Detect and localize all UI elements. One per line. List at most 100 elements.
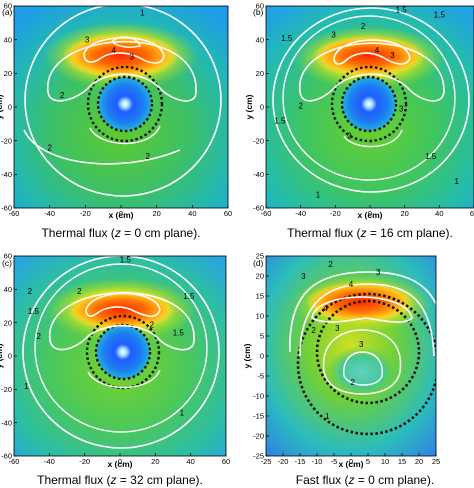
contour-label: 3 bbox=[399, 105, 404, 114]
contour-label: 1 bbox=[316, 191, 321, 200]
contour-label: 1 bbox=[454, 177, 459, 186]
panel-a: (a) -60 -40 -20 0 20 40 60 -60 -40 -20 0 20 40 60 x … bbox=[0, 2, 232, 240]
panel-b-label: (b) bbox=[253, 7, 264, 17]
y-tick-label: -40 bbox=[253, 170, 264, 179]
y-tick-label: -60 bbox=[253, 204, 264, 213]
y-tick-label: 10 bbox=[256, 312, 264, 321]
contour-label: 1.5 bbox=[274, 116, 286, 125]
contour-label: 2 bbox=[60, 91, 65, 100]
contour-label: 2 bbox=[77, 287, 82, 296]
x-tick-label: -15 bbox=[295, 457, 306, 466]
x-tick-label: -40 bbox=[44, 209, 55, 218]
y-tick-label: 20 bbox=[256, 69, 264, 78]
panel-c: (c) -60 -40 -20 0 20 40 60 -60 -40 -20 0 20 40 60 x … bbox=[0, 252, 230, 487]
y-tick-label: -60 bbox=[1, 452, 12, 461]
x-tick-label: 40 bbox=[435, 209, 443, 218]
contour-label: 4 bbox=[375, 46, 380, 55]
panel-b-heatmap bbox=[266, 6, 474, 208]
contour-label: 2 bbox=[311, 326, 316, 335]
y-tick-label: 25 bbox=[256, 252, 264, 261]
x-tick-label: -20 bbox=[80, 209, 91, 218]
contour-label: 4 bbox=[349, 280, 354, 289]
panel-c-yticks: -60 -40 -20 0 20 40 60 bbox=[1, 252, 17, 461]
panel-b-ylabel: y (cm) bbox=[244, 94, 254, 119]
x-tick-label: -40 bbox=[295, 209, 306, 218]
panel-d-heatmap bbox=[266, 256, 436, 456]
x-tick-label: 0 bbox=[349, 457, 353, 466]
contour-label: 3 bbox=[301, 272, 306, 281]
y-tick-label: 60 bbox=[4, 252, 12, 261]
x-tick-label: 60 bbox=[224, 209, 232, 218]
contour-label: 1.5 bbox=[120, 255, 132, 264]
contour-label: 2 bbox=[28, 287, 33, 296]
contour-label: 1.5 bbox=[28, 307, 40, 316]
y-tick-label: 60 bbox=[4, 2, 12, 11]
x-tick-label: -20 bbox=[330, 209, 341, 218]
panel-c-xlabel: x (cm) bbox=[107, 459, 132, 469]
contour-label: 2 bbox=[361, 22, 366, 31]
contour-label: 3 bbox=[359, 340, 364, 349]
panel-b: (b) -60 -40 -20 0 20 40 60 -60 -40 -20 0 20 40 60 x … bbox=[244, 2, 474, 240]
contour-label: 2 bbox=[37, 332, 42, 341]
panel-c-heatmap bbox=[14, 256, 226, 456]
x-tick-label: -20 bbox=[278, 457, 289, 466]
x-tick-label: 60 bbox=[470, 209, 474, 218]
y-tick-label: 0 bbox=[8, 103, 12, 112]
x-tick-label: 10 bbox=[381, 457, 389, 466]
panel-a-heatmap bbox=[14, 6, 228, 208]
x-tick-label: 60 bbox=[222, 457, 230, 466]
panel-d-xlabel: x (cm) bbox=[338, 459, 363, 469]
y-tick-label: -20 bbox=[253, 432, 264, 441]
x-tick-label: 0 bbox=[118, 457, 122, 466]
y-tick-label: -10 bbox=[253, 392, 264, 401]
contour-label: 2 bbox=[328, 260, 333, 269]
panel-c-caption: Thermal flux (z = 32 cm plane). bbox=[37, 473, 203, 487]
panel-a-yticks: -60 -40 -20 0 20 40 60 bbox=[1, 2, 17, 213]
y-tick-label: -20 bbox=[1, 136, 12, 145]
contour-label: 3 bbox=[331, 31, 336, 40]
y-tick-label: 40 bbox=[4, 285, 12, 294]
y-tick-label: 20 bbox=[256, 272, 264, 281]
panel-a-contour-labels: 3 4 3 2 2 2 1 bbox=[47, 9, 150, 161]
x-tick-label: -20 bbox=[79, 457, 90, 466]
x-tick-label: -60 bbox=[261, 209, 272, 218]
x-tick-label: 20 bbox=[415, 457, 423, 466]
panel-d-label: (d) bbox=[253, 258, 264, 268]
contour-label: 1.5 bbox=[425, 152, 437, 161]
x-tick-label: 25 bbox=[432, 457, 440, 466]
y-tick-label: 60 bbox=[256, 2, 264, 11]
contour-label: 1 bbox=[180, 409, 185, 418]
x-tick-label: 20 bbox=[151, 457, 159, 466]
y-tick-label: -60 bbox=[1, 204, 12, 213]
panel-a-label: (a) bbox=[2, 7, 13, 17]
contour-label: 3 bbox=[390, 51, 395, 60]
panel-a-xticks: -60 -40 -20 0 20 40 60 bbox=[9, 205, 232, 218]
panel-c-xticks: -60 -40 -20 0 20 40 60 bbox=[9, 453, 230, 466]
contour-label: 3 bbox=[129, 53, 134, 62]
contour-label: 4 bbox=[323, 304, 328, 313]
y-tick-label: 40 bbox=[4, 35, 12, 44]
panel-b-contour-labels: 1.5 1.5 1.5 2 3 3 4 2 1.5 1.5 1 1 3 2 bbox=[274, 5, 459, 199]
contour-label: 1 bbox=[24, 382, 29, 391]
x-tick-label: -60 bbox=[9, 209, 20, 218]
panel-c-label: (c) bbox=[2, 258, 12, 268]
x-tick-label: 5 bbox=[366, 457, 370, 466]
panel-b-yticks: -60 -40 -20 0 20 40 60 bbox=[253, 2, 269, 213]
y-tick-label: -20 bbox=[253, 136, 264, 145]
y-tick-label: 5 bbox=[260, 332, 264, 341]
panel-d-contour-labels: 2 3 3 4 4 2 3 3 2 1 bbox=[301, 260, 381, 421]
panel-a-xlabel: x (cm) bbox=[108, 210, 133, 220]
x-tick-label: -40 bbox=[44, 457, 55, 466]
x-tick-label: 0 bbox=[368, 209, 372, 218]
x-tick-label: -25 bbox=[261, 457, 272, 466]
x-tick-label: -5 bbox=[331, 457, 338, 466]
panel-d-xticks: -25 -20 -15 -10 -5 0 5 10 15 20 25 bbox=[261, 453, 440, 466]
contour-label: 1.5 bbox=[173, 329, 185, 338]
x-tick-label: -10 bbox=[312, 457, 323, 466]
contour-label: 1.5 bbox=[434, 10, 446, 19]
y-tick-label: 20 bbox=[4, 318, 12, 327]
panel-a-ylabel: y (cm) bbox=[0, 94, 4, 119]
contour-label: 2 bbox=[347, 132, 352, 141]
contour-label: 3 bbox=[335, 324, 340, 333]
y-tick-label: -15 bbox=[253, 412, 264, 421]
